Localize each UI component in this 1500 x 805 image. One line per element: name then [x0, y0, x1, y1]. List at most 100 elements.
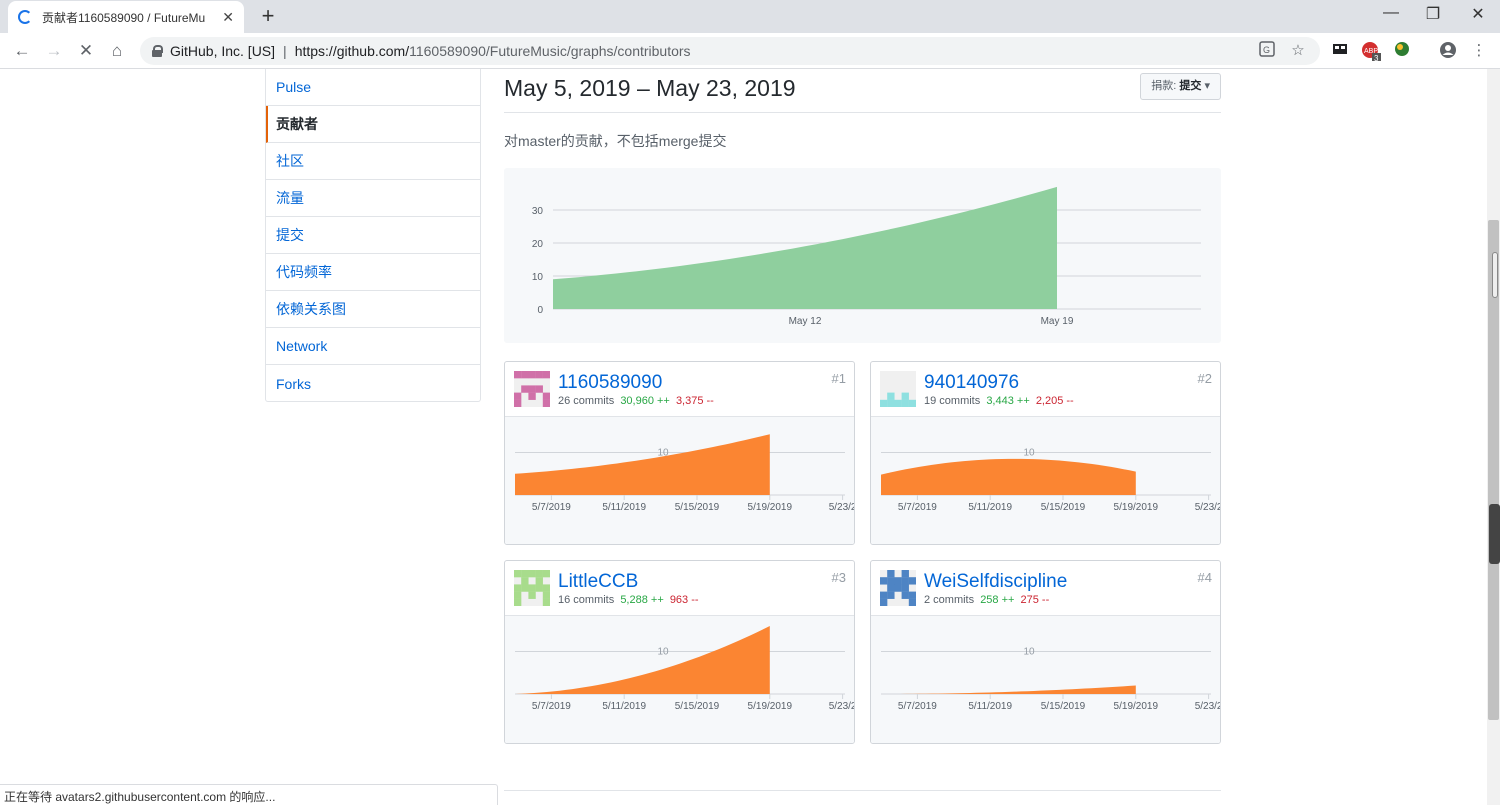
x-tick-label: 5/23/2 [829, 701, 855, 712]
home-icon[interactable]: ⌂ [111, 41, 123, 60]
contributor-name-link[interactable]: LittleCCB [558, 571, 639, 592]
contributor-avatar[interactable] [880, 371, 916, 407]
scrollbar-marker [1492, 252, 1498, 298]
x-tick-label: 5/23/2 [1195, 701, 1221, 712]
x-tick-label: 5/19/2019 [748, 701, 793, 712]
x-tick-label: May 19 [1041, 316, 1074, 327]
x-tick-label: 5/19/2019 [1114, 502, 1159, 513]
sidebar-item-community[interactable]: 社区 [266, 143, 480, 180]
insights-sidebar: Pulse 贡献者 社区 流量 提交 代码频率 依赖关系图 Network Fo… [265, 69, 481, 402]
contributor-avatar[interactable] [514, 570, 550, 606]
contributor-avatar[interactable] [880, 570, 916, 606]
contributor-chart: 10 5/7/2019 5/11/2019 5/15/2019 5/19/2019 5/2… [871, 616, 1221, 743]
commit-count-link[interactable]: 19 commits [924, 395, 981, 407]
commit-count-link[interactable]: 26 commits [558, 395, 615, 407]
sidebar-item-code-frequency[interactable]: 代码频率 [266, 254, 480, 291]
loading-spinner-icon [18, 10, 32, 24]
deletions-count: 963 -- [669, 594, 699, 606]
back-icon[interactable]: ← [13, 41, 31, 60]
deletions-count: 2,205 -- [1035, 395, 1074, 407]
browser-tab[interactable]: 贡献者1160589090 / FutureMu ✕ [8, 1, 244, 33]
contributor-card: LittleCCB 16 commits 5,288 ++ 963 -- #3 … [504, 560, 855, 744]
x-tick-label: 5/7/2019 [532, 502, 571, 513]
contributor-name-link[interactable]: 1160589090 [558, 372, 663, 393]
address-bar[interactable]: GitHub, Inc. [US] | https://github.com/ … [140, 37, 1320, 65]
x-tick-label: 5/19/2019 [1114, 701, 1159, 712]
x-tick-label: 5/15/2019 [675, 502, 720, 513]
x-tick-label: 5/11/2019 [968, 502, 1012, 513]
contributor-commits-area [515, 626, 770, 694]
sidebar-item-network[interactable]: Network [266, 328, 480, 365]
contributor-stats: 19 commits 3,443 ++ 2,205 -- [924, 395, 1074, 407]
contributor-chart: 10 5/7/2019 5/11/2019 5/15/2019 5/19/2019 5/2… [505, 417, 855, 544]
scrollbar-thumb[interactable] [1488, 220, 1499, 720]
close-tab-icon[interactable]: ✕ [222, 8, 234, 25]
profile-icon[interactable] [1438, 41, 1458, 61]
new-tab-button[interactable]: + [261, 3, 275, 28]
commit-count-link[interactable]: 16 commits [558, 594, 615, 606]
forward-icon[interactable]: → [45, 41, 63, 60]
overall-chart-svg: 0 10 20 30 May 12 May 19 [532, 186, 1201, 327]
svg-text:ABP: ABP [1364, 48, 1378, 55]
contributor-chart: 10 5/7/2019 5/11/2019 5/15/2019 5/19/2019 5/2… [871, 417, 1221, 544]
y-tick-label: 20 [532, 239, 544, 250]
x-tick-label: 5/11/2019 [602, 502, 646, 513]
commit-count-link[interactable]: 2 commits [924, 594, 975, 606]
contributor-chart: 10 5/7/2019 5/11/2019 5/15/2019 5/19/2019 5/2… [505, 616, 855, 743]
contributor-rank: #1 [831, 371, 846, 386]
sidebar-item-traffic[interactable]: 流量 [266, 180, 480, 217]
contributor-chart-svg: 10 5/7/2019 5/11/2019 5/15/2019 5/19/2019 5/2… [515, 626, 855, 712]
translate-icon[interactable]: G [1257, 41, 1277, 61]
deletions-count: 275 -- [1020, 594, 1050, 606]
contributor-name-link[interactable]: 940140976 [924, 372, 1020, 393]
y-tick-label: 10 [1023, 448, 1035, 459]
y-tick-label: 10 [657, 448, 669, 459]
x-tick-label: 5/7/2019 [898, 701, 937, 712]
contributor-chart-svg: 10 5/7/2019 5/11/2019 5/15/2019 5/19/2019 5/2… [881, 647, 1221, 712]
url-path: 1160589090/FutureMusic/graphs/contributo… [409, 43, 691, 59]
sidebar-item-dependency-graph[interactable]: 依赖关系图 [266, 291, 480, 328]
contribution-type-select[interactable]: 捐款: 提交 ▾ [1140, 73, 1221, 100]
contributor-name-link[interactable]: WeiSelfdiscipline [924, 571, 1068, 592]
contributor-card-header: 1160589090 26 commits 30,960 ++ 3,375 --… [505, 362, 854, 417]
contributor-avatar[interactable] [514, 371, 550, 407]
stop-icon[interactable]: ✕ [78, 41, 94, 60]
sidebar-item-contributors[interactable]: 贡献者 [266, 106, 480, 143]
extension-reader-icon[interactable] [1330, 41, 1350, 61]
contributor-rank: #3 [831, 570, 846, 585]
contributor-commits-area [881, 685, 1136, 694]
y-tick-label: 10 [532, 272, 544, 283]
sidebar-item-pulse[interactable]: Pulse [266, 69, 480, 106]
contributor-chart-svg: 10 5/7/2019 5/11/2019 5/15/2019 5/19/2019 5/2… [515, 434, 855, 513]
x-tick-label: 5/15/2019 [675, 701, 720, 712]
restore-icon[interactable]: ❐ [1425, 6, 1441, 23]
svg-text:G: G [1263, 45, 1270, 55]
x-tick-label: 5/15/2019 [1041, 502, 1086, 513]
scrollbar-marker [1489, 504, 1500, 564]
bookmark-star-icon[interactable]: ☆ [1291, 42, 1305, 59]
x-tick-label: 5/11/2019 [968, 701, 1012, 712]
x-tick-label: 5/23/2 [1195, 502, 1221, 513]
contributor-stats: 2 commits 258 ++ 275 -- [924, 594, 1049, 606]
contributor-rank: #2 [1197, 371, 1212, 386]
sidebar-item-forks[interactable]: Forks [276, 375, 311, 392]
close-window-icon[interactable]: ✕ [1471, 6, 1485, 23]
url-separator: | [283, 43, 287, 59]
x-tick-label: 5/23/2 [829, 502, 855, 513]
url-prefix: https://github.com/ [294, 43, 410, 59]
contributor-card-header: 940140976 19 commits 3,443 ++ 2,205 -- #… [871, 362, 1220, 417]
y-tick-label: 0 [537, 305, 543, 316]
contributor-commits-area [881, 458, 1136, 495]
extension-globe-icon[interactable] [1392, 41, 1412, 61]
tab-title: 贡献者1160589090 / FutureMu [42, 10, 206, 25]
adblock-icon[interactable]: ABP 3 [1361, 41, 1381, 63]
additions-count: 5,288 ++ [620, 594, 664, 606]
menu-icon[interactable]: ⋮ [1471, 42, 1487, 59]
y-tick-label: 10 [657, 647, 669, 658]
minimize-icon[interactable]: — [1383, 4, 1399, 21]
additions-count: 30,960 ++ [620, 395, 670, 407]
sidebar-item-commits[interactable]: 提交 [266, 217, 480, 254]
contributor-rank: #4 [1197, 570, 1212, 585]
contributor-card: 940140976 19 commits 3,443 ++ 2,205 -- #… [870, 361, 1221, 545]
lock-icon [152, 45, 163, 57]
